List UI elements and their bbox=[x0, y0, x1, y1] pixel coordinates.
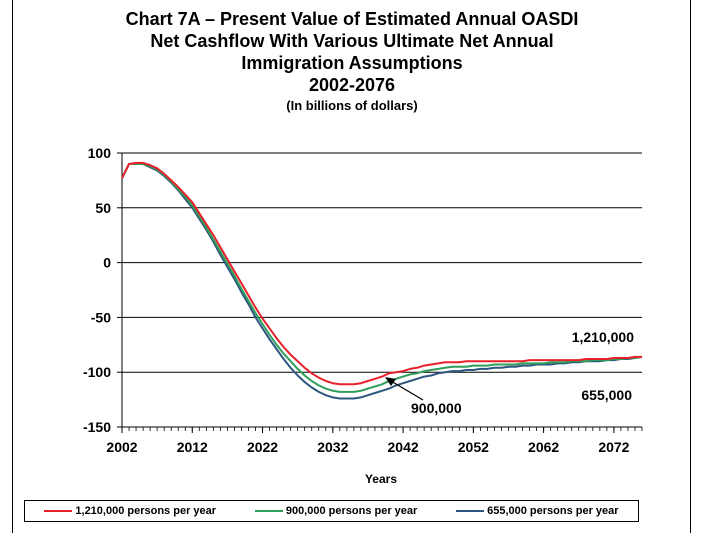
y-tick-label: 0 bbox=[103, 255, 111, 271]
y-tick-label: 50 bbox=[95, 200, 111, 216]
y-tick-label: 100 bbox=[88, 145, 112, 161]
x-tick-label: 2072 bbox=[598, 439, 629, 455]
legend-swatch-1210000 bbox=[44, 510, 73, 512]
series-line-1210000 bbox=[121, 161, 642, 386]
x-tick-label: 2032 bbox=[317, 439, 348, 455]
chart-subtitle: (In billions of dollars) bbox=[286, 98, 418, 113]
legend-swatch-900000 bbox=[254, 510, 283, 512]
x-tick-label: 2042 bbox=[388, 439, 419, 455]
grid-lines bbox=[122, 152, 642, 373]
chart-title-line-3: Immigration Assumptions bbox=[241, 53, 463, 73]
legend-label-1210000: 1,210,000 persons per year bbox=[75, 505, 217, 517]
x-tick-label: 2012 bbox=[177, 439, 208, 455]
x-tick-label: 2062 bbox=[528, 439, 559, 455]
legend-label-900000: 900,000 persons per year bbox=[285, 505, 418, 517]
tick-labels: 100 50 0 -50 -100 -150 2002 2012 2022 2032 2042 205… bbox=[83, 145, 630, 455]
chart-title-line-1: Chart 7A – Present Value of Estimated An… bbox=[125, 9, 579, 29]
annotation-arrow-head bbox=[385, 377, 396, 386]
y-tick-label: -100 bbox=[83, 364, 111, 380]
legend-label-655000: 655,000 persons per year bbox=[487, 505, 619, 517]
legend-swatch-655000 bbox=[456, 510, 485, 512]
chart-frame bbox=[12, 0, 691, 533]
series-line-900000 bbox=[121, 163, 643, 393]
chart-title-line-4: 2002-2076 bbox=[308, 75, 396, 95]
series-lines bbox=[121, 161, 643, 400]
legend: 1,210,000 persons per year 900,000 perso… bbox=[24, 500, 639, 522]
axes bbox=[117, 152, 643, 433]
x-tick-label: 2022 bbox=[247, 439, 278, 455]
x-tick-label: 2002 bbox=[106, 439, 137, 455]
annotation-900000: 900,000 bbox=[411, 400, 462, 416]
legend-item-900000: 900,000 persons per year bbox=[254, 505, 418, 517]
y-tick-label: -150 bbox=[83, 419, 111, 435]
annotation-arrow-line bbox=[390, 380, 424, 401]
legend-item-655000: 655,000 persons per year bbox=[456, 505, 619, 517]
x-axis-label: Years bbox=[365, 472, 397, 486]
annotation-655000: 655,000 bbox=[581, 387, 632, 403]
chart-title-line-2: Net Cashflow With Various Ultimate Net A… bbox=[150, 31, 554, 51]
annotation-1210000: 1,210,000 bbox=[572, 329, 634, 345]
y-tick-label: -50 bbox=[91, 309, 111, 325]
x-tick-label: 2052 bbox=[458, 439, 489, 455]
series-line-655000 bbox=[121, 163, 643, 400]
legend-item-1210000: 1,210,000 persons per year bbox=[44, 505, 216, 517]
